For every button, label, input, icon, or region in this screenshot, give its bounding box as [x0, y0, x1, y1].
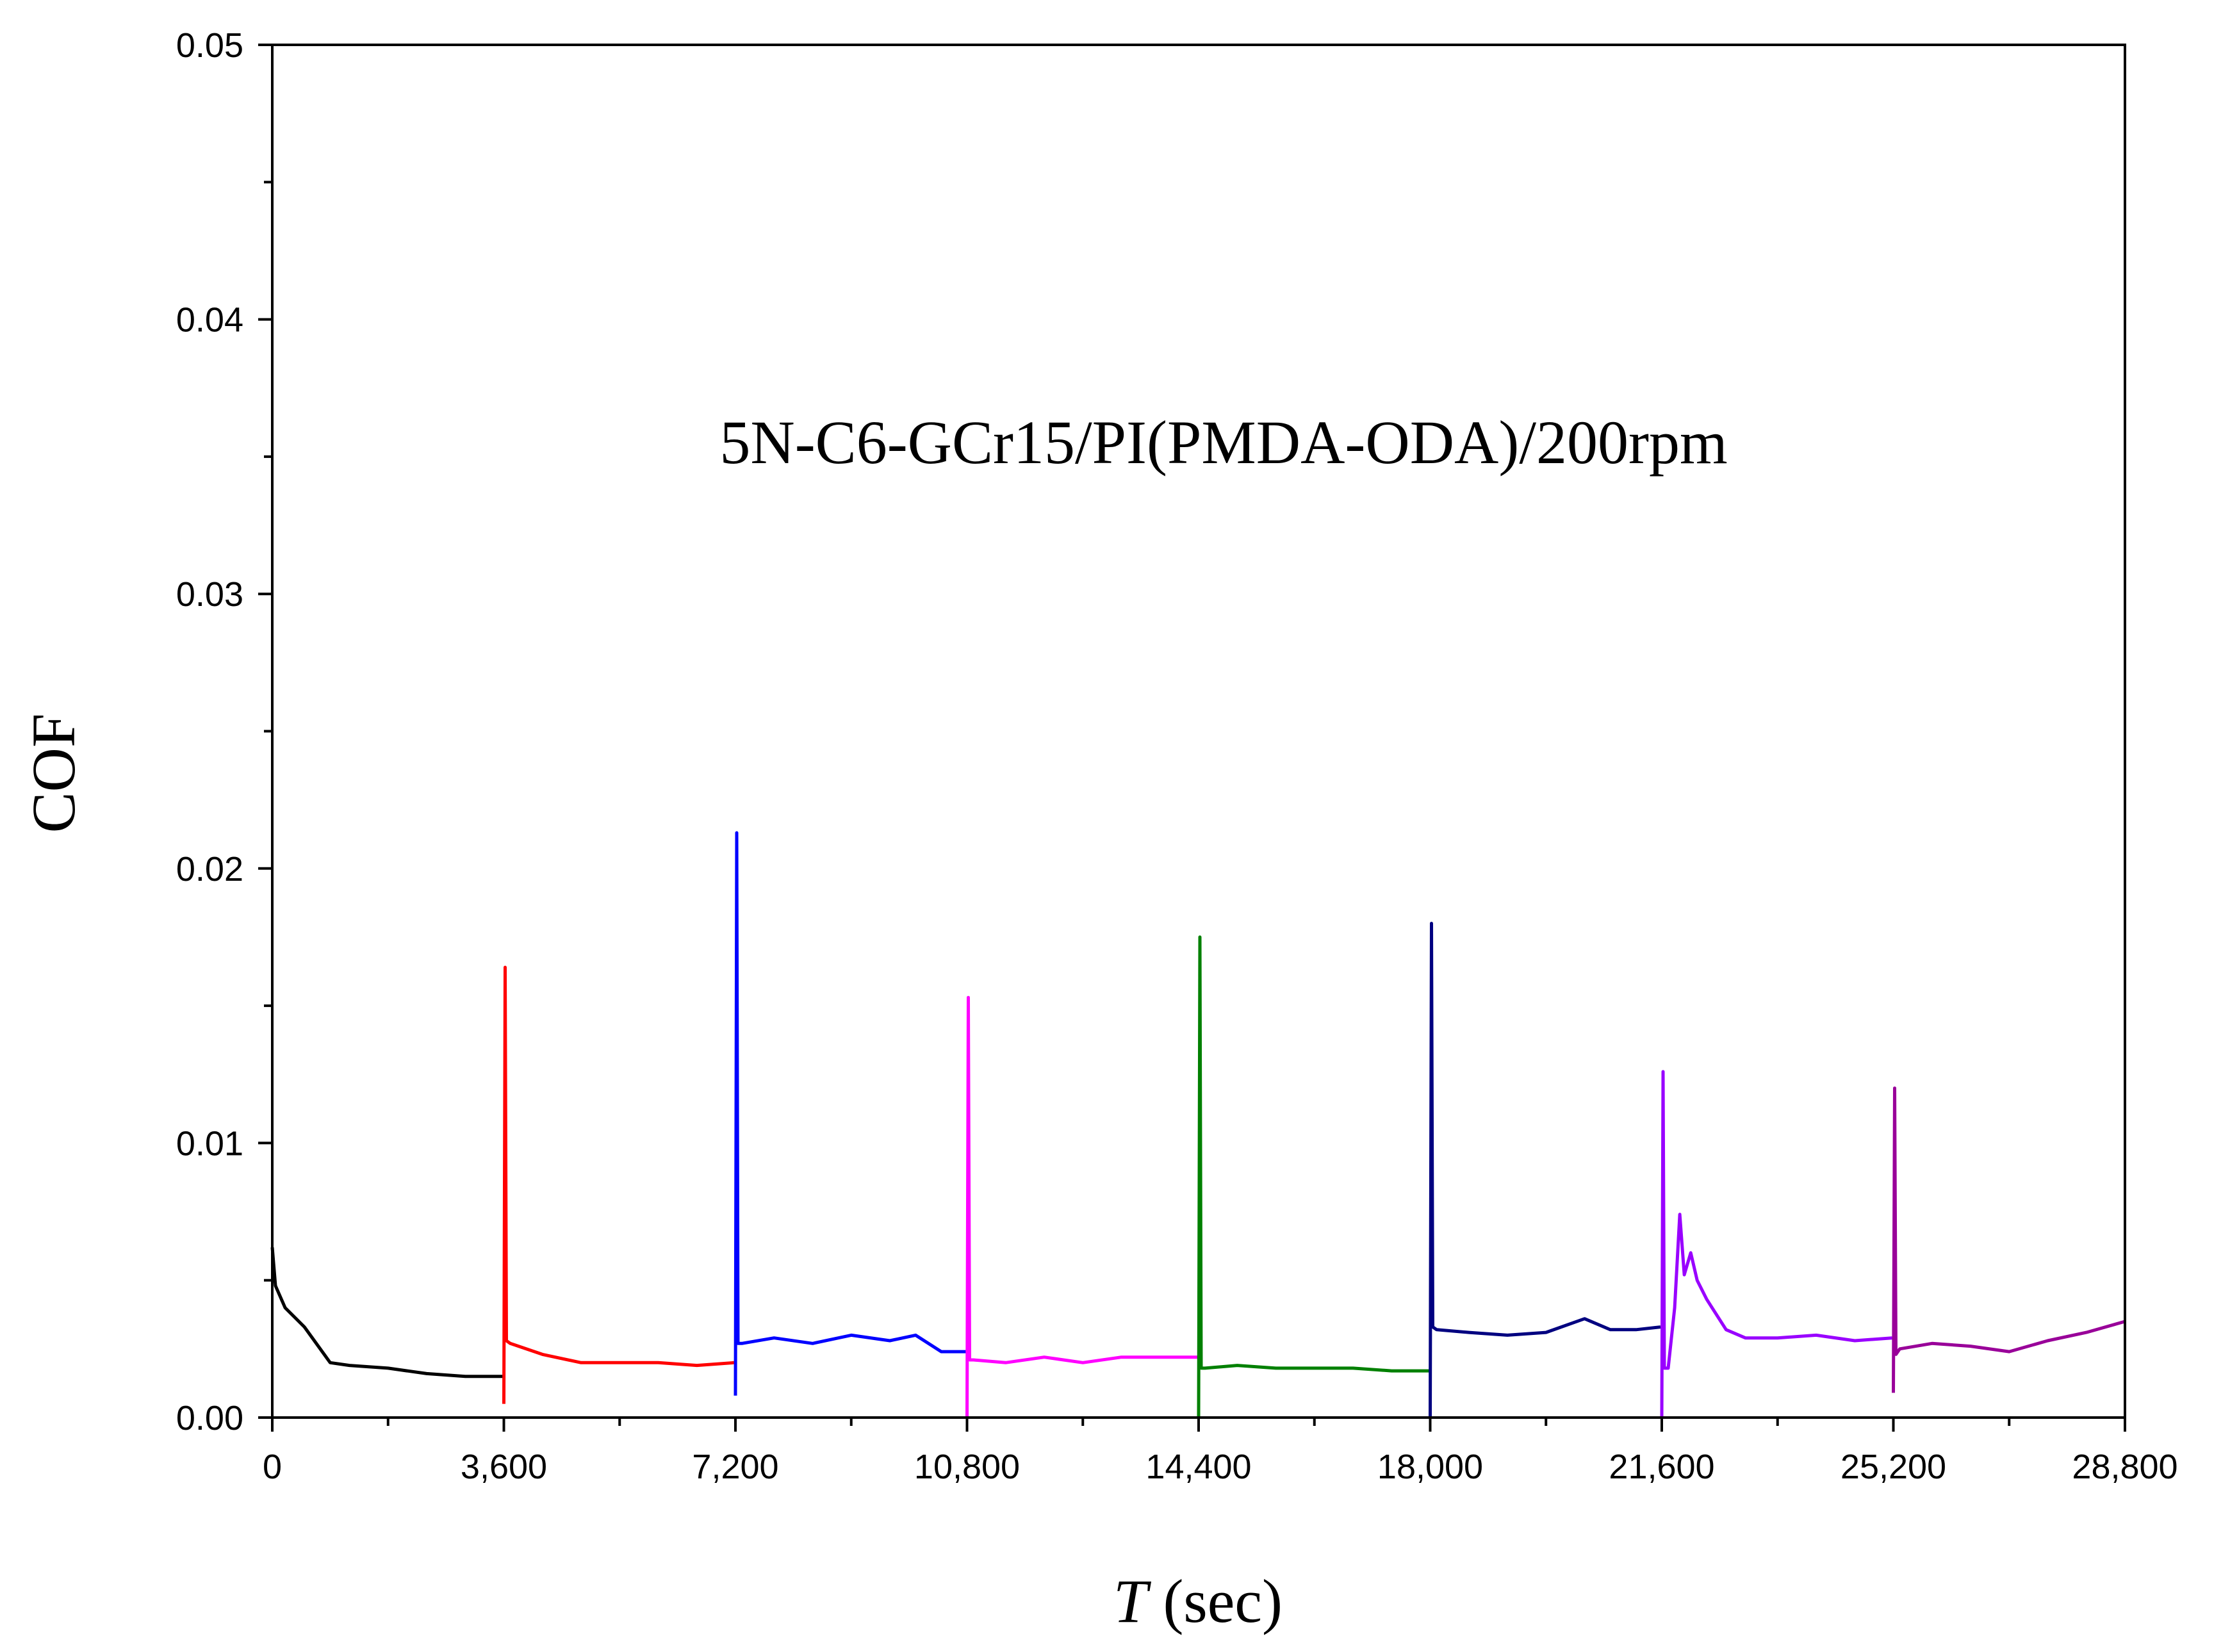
y-tick-label: 0.03	[176, 575, 243, 614]
x-tick-label: 10,800	[914, 1448, 1020, 1486]
x-tick-label: 18,000	[1377, 1448, 1483, 1486]
y-tick-label: 0.04	[176, 301, 243, 339]
y-axis-title: COF	[19, 714, 88, 833]
y-tick-label: 0.02	[176, 850, 243, 888]
x-axis-title: T (sec)	[1113, 1567, 1283, 1635]
series-line-1	[270, 1247, 503, 1378]
chart-annotation: 5N-C6-GCr15/PI(PMDA-ODA)/200rpm	[719, 408, 1727, 477]
series-line-7	[1660, 1070, 1892, 1418]
series-layer	[270, 831, 2126, 1418]
x-tick-label: 28,800	[2072, 1448, 2177, 1486]
series-line-8	[1892, 1086, 2126, 1393]
x-tick-label: 7,200	[692, 1448, 778, 1486]
x-tick-label: 3,600	[461, 1448, 547, 1486]
y-tick-label: 0.00	[176, 1399, 243, 1437]
tick-layer: 0 3,600 7,200 10,800 14,400 18,000 21,600 25,20…	[176, 26, 2178, 1486]
series-line-5	[1197, 935, 1429, 1418]
x-tick-label: 14,400	[1145, 1448, 1251, 1486]
x-axis-title-variable: T	[1113, 1567, 1152, 1635]
y-tick-label: 0.05	[176, 26, 243, 65]
series-line-4	[965, 995, 1197, 1418]
series-line-6	[1429, 922, 1661, 1418]
y-tick-label: 0.01	[176, 1124, 243, 1163]
series-line-2	[502, 965, 735, 1404]
x-axis-title-unit: (sec)	[1147, 1567, 1283, 1635]
x-tick-label: 21,600	[1609, 1448, 1714, 1486]
x-tick-label: 0	[263, 1448, 282, 1486]
series-line-3	[734, 831, 966, 1396]
x-tick-label: 25,200	[1841, 1448, 1946, 1486]
